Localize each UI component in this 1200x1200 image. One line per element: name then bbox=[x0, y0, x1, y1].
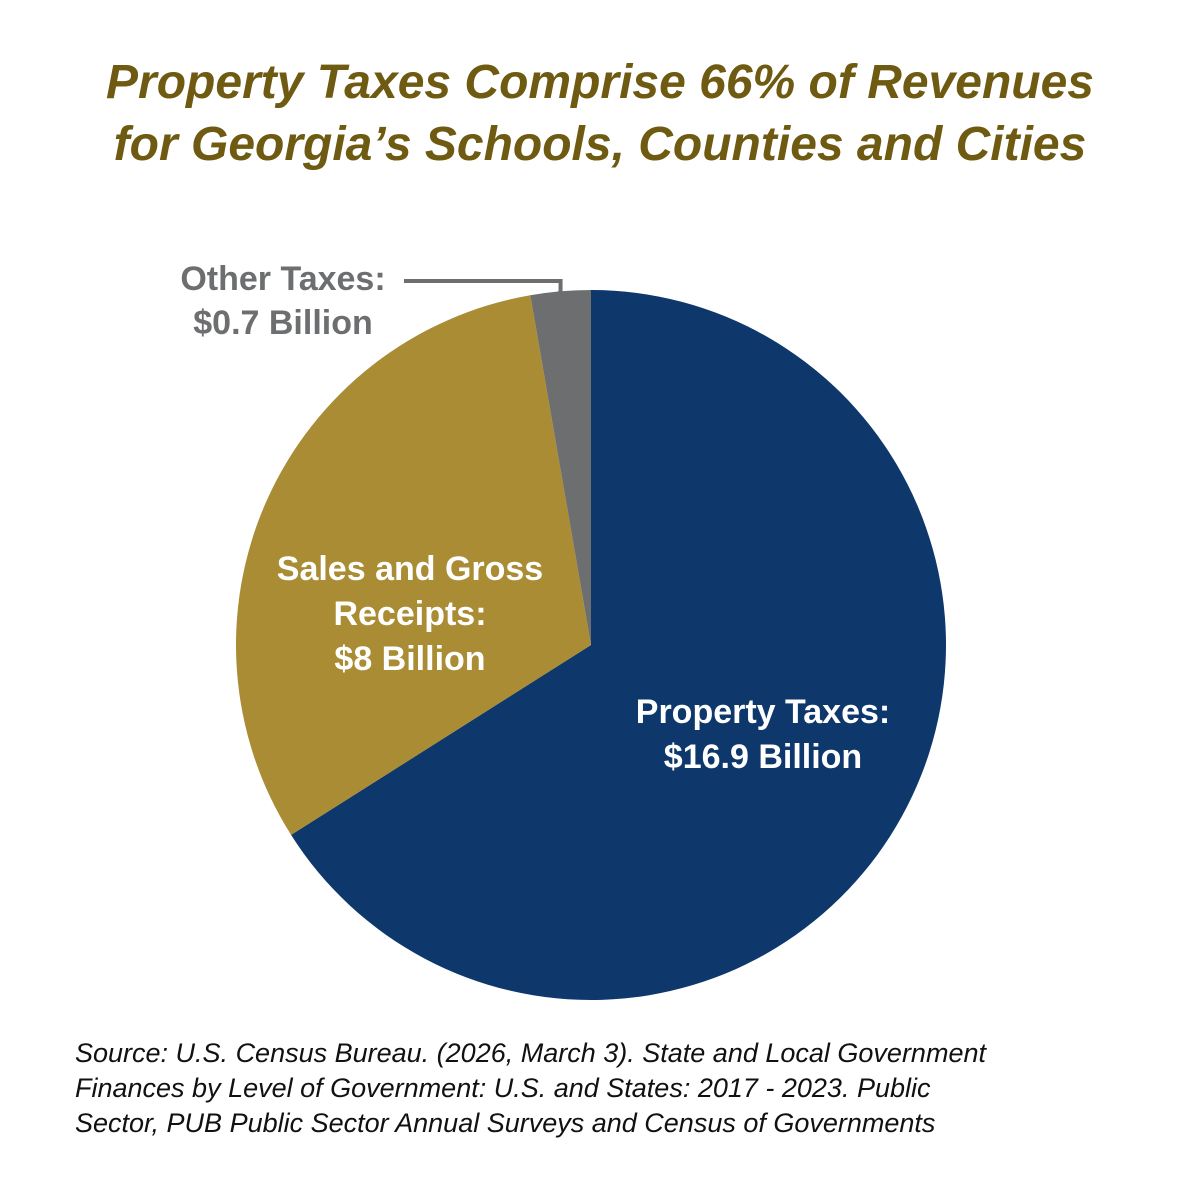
pie-label-sales-and-gross-receipts-line-1: Sales and Gross bbox=[277, 550, 543, 588]
source-line-2: Finances by Level of Government: U.S. an… bbox=[75, 1073, 931, 1103]
pie-label-other-taxes: Other Taxes: $0.7 Billion bbox=[180, 260, 385, 342]
pie-slices bbox=[236, 290, 946, 1000]
pie-slice-property-taxes bbox=[291, 290, 946, 1000]
source-line-1: Source: U.S. Census Bureau. (2026, March… bbox=[75, 1038, 986, 1068]
pie-label-property-taxes: Property Taxes: $16.9 Billion bbox=[636, 693, 890, 776]
pie-slice-other-taxes bbox=[530, 290, 591, 645]
other-taxes-leader-line bbox=[404, 279, 563, 296]
pie-label-property-taxes-line-2: $16.9 Billion bbox=[664, 738, 862, 776]
source-line-3: Sector, PUB Public Sector Annual Surveys… bbox=[75, 1108, 936, 1138]
pie-label-other-taxes-line-2: $0.7 Billion bbox=[193, 304, 373, 342]
pie-slice-sales-and-gross-receipts bbox=[236, 295, 591, 835]
chart-title-line-2: for Georgia’s Schools, Counties and Citi… bbox=[113, 118, 1087, 171]
pie-label-other-taxes-line-1: Other Taxes: bbox=[180, 260, 385, 298]
chart-title-line-1: Property Taxes Comprise 66% of Revenues bbox=[106, 56, 1094, 109]
source-note: Source: U.S. Census Bureau. (2026, March… bbox=[75, 1036, 1155, 1141]
pie-label-property-taxes-line-1: Property Taxes: bbox=[636, 693, 890, 731]
pie-labels: Property Taxes: $16.9 Billion Sales and Gr… bbox=[180, 260, 890, 776]
pie-label-sales-and-gross-receipts: Sales and Gross Receipts: $8 Billion bbox=[277, 550, 543, 678]
pie-label-sales-and-gross-receipts-line-3: $8 Billion bbox=[334, 640, 485, 678]
pie-label-sales-and-gross-receipts-line-2: Receipts: bbox=[333, 595, 486, 633]
chart-title: Property Taxes Comprise 66% of Revenues … bbox=[0, 52, 1200, 176]
